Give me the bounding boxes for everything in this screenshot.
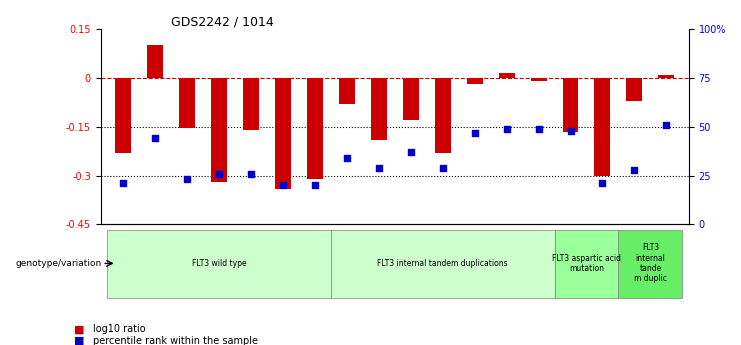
FancyBboxPatch shape xyxy=(619,230,682,298)
Text: log10 ratio: log10 ratio xyxy=(93,325,145,334)
FancyBboxPatch shape xyxy=(554,230,619,298)
Point xyxy=(373,165,385,170)
Bar xyxy=(499,73,514,78)
Bar xyxy=(275,78,290,189)
Bar xyxy=(562,78,579,132)
FancyBboxPatch shape xyxy=(330,230,554,298)
Text: ■: ■ xyxy=(74,325,84,334)
Text: genotype/variation: genotype/variation xyxy=(15,259,102,268)
Bar xyxy=(594,78,611,176)
Bar xyxy=(402,78,419,120)
Point xyxy=(469,130,481,135)
Bar xyxy=(147,46,163,78)
Point xyxy=(117,180,129,186)
Bar xyxy=(435,78,451,153)
Text: FLT3 internal tandem duplications: FLT3 internal tandem duplications xyxy=(377,259,508,268)
Point xyxy=(341,155,353,161)
Bar xyxy=(211,78,227,182)
Bar xyxy=(626,78,642,101)
Point xyxy=(309,183,321,188)
Point xyxy=(149,136,161,141)
Point xyxy=(213,171,225,176)
Bar xyxy=(339,78,355,104)
Point xyxy=(597,180,608,186)
Point xyxy=(436,165,448,170)
Point xyxy=(181,177,193,182)
Point xyxy=(405,149,416,155)
Text: FLT3 aspartic acid
mutation: FLT3 aspartic acid mutation xyxy=(552,254,621,273)
Bar xyxy=(307,78,323,179)
Bar xyxy=(659,75,674,78)
Bar xyxy=(115,78,131,153)
Bar xyxy=(179,78,195,128)
Text: percentile rank within the sample: percentile rank within the sample xyxy=(93,336,258,345)
Point xyxy=(501,126,513,131)
FancyBboxPatch shape xyxy=(107,230,330,298)
Point xyxy=(565,128,576,134)
Bar xyxy=(370,78,387,140)
Bar xyxy=(467,78,482,85)
Bar xyxy=(531,78,547,81)
Point xyxy=(277,183,289,188)
Text: ■: ■ xyxy=(74,336,84,345)
Point xyxy=(660,122,672,128)
Bar xyxy=(243,78,259,130)
Text: FLT3 wild type: FLT3 wild type xyxy=(192,259,246,268)
Point xyxy=(245,171,257,176)
Point xyxy=(533,126,545,131)
Text: GDS2242 / 1014: GDS2242 / 1014 xyxy=(171,15,274,28)
Point xyxy=(628,167,640,172)
Text: FLT3
internal
tande
m duplic: FLT3 internal tande m duplic xyxy=(634,243,667,284)
